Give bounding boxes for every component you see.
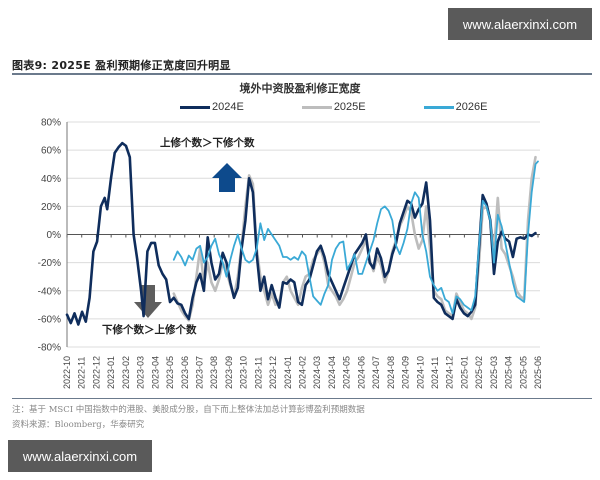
x-tick-label: 2022-10	[62, 356, 72, 389]
y-tick-label: -20%	[38, 258, 61, 269]
footer-divider	[12, 398, 592, 399]
gridlines	[67, 121, 540, 348]
x-tick-label: 2023-10	[239, 356, 249, 389]
y-tick-label: 0%	[47, 230, 62, 241]
arrow-up-icon	[212, 163, 242, 192]
x-tick-label: 2023-12	[268, 356, 278, 389]
x-tick-label: 2023-02	[121, 356, 131, 389]
legend-label-2025e: 2025E	[333, 101, 366, 113]
series-line-2026e	[172, 160, 539, 315]
x-tick-label: 2023-06	[180, 356, 190, 389]
x-tick-label: 2024-01	[283, 356, 293, 389]
x-tick-label: 2024-11	[430, 357, 440, 389]
legend: 2024E 2025E 2026E	[180, 101, 487, 113]
arrow-down-icon	[134, 285, 162, 318]
x-tick-label: 2023-11	[253, 357, 263, 389]
legend-swatch-2024e	[180, 105, 210, 109]
x-tick-label: 2022-12	[91, 356, 101, 389]
line-chart: 80%60%40%20%0%-20%-40%-60%-80% 2022-10 20…	[38, 118, 543, 390]
x-tick-label: 2023-03	[136, 356, 146, 389]
legend-item-2024e: 2024E	[180, 101, 244, 113]
figure-title: 图表9: 2025E 盈利预期修正宽度回升明显	[12, 59, 231, 72]
legend-item-2025e: 2025E	[301, 101, 366, 113]
series-lines	[65, 141, 539, 326]
x-tick-label: 2023-04	[150, 356, 160, 389]
watermark-bottom: www.alaerxinxi.com	[8, 440, 152, 472]
x-tick-label: 2024-04	[327, 356, 337, 389]
series-line-2024e	[65, 141, 537, 326]
y-tick-label: 20%	[41, 202, 61, 213]
x-tick-label: 2023-09	[224, 356, 234, 389]
watermark-top: www.alaerxinxi.com	[448, 8, 592, 40]
legend-swatch-2026e	[423, 105, 454, 109]
annotation-down: 下修个数＞上修个数	[102, 323, 197, 336]
x-tick-label: 2025-03	[489, 356, 499, 389]
x-tick-label: 2024-08	[386, 356, 396, 389]
x-tick-label: 2024-12	[445, 356, 455, 389]
legend-label-2026e: 2026E	[455, 101, 488, 113]
legend-swatch-2025e	[301, 105, 332, 109]
x-tick-label: 2022-11	[77, 357, 87, 389]
title-divider	[12, 73, 592, 75]
x-tick-label: 2024-09	[401, 356, 411, 389]
annotation-arrows	[134, 163, 242, 318]
x-axis: 2022-10 2022-11 2022-12 2023-01 2023-02 2023-…	[62, 234, 543, 389]
x-tick-label: 2024-06	[356, 356, 366, 389]
y-axis: 80% 60% 40% 20% 0% -20% -40% -60% -80%	[38, 118, 68, 354]
x-tick-label: 2025-01	[459, 356, 469, 389]
x-tick-label: 2025-02	[474, 356, 484, 389]
x-tick-label: 2023-07	[194, 356, 204, 389]
y-tick-label: -60%	[38, 314, 61, 325]
y-tick-label: 40%	[41, 174, 61, 185]
y-tick-label: 80%	[41, 118, 61, 129]
y-tick-label: 60%	[41, 146, 61, 157]
x-tick-label: 2023-01	[106, 356, 116, 389]
x-tick-label: 2024-05	[342, 356, 352, 389]
legend-item-2026e: 2026E	[423, 101, 488, 113]
x-tick-label: 2024-07	[371, 356, 381, 389]
y-tick-label: -80%	[38, 343, 61, 354]
y-tick-label: -40%	[38, 286, 61, 297]
x-tick-label: 2023-05	[165, 356, 175, 389]
x-tick-label: 2023-08	[209, 356, 219, 389]
figure-note: 注：基于 MSCI 中国指数中的港股、美股成分股，自下而上整体法加总计算彭博盈利…	[12, 405, 365, 415]
x-tick-label: 2024-03	[312, 356, 322, 389]
figure-source: 资料来源：Bloomberg，华泰研究	[12, 420, 145, 430]
x-tick-label: 2024-02	[298, 356, 308, 389]
x-tick-label: 2025-06	[533, 356, 543, 389]
x-tick-label: 2025-05	[518, 356, 528, 389]
chart-title: 境外中资股盈利修正宽度	[239, 82, 361, 95]
x-tick-label: 2024-10	[415, 356, 425, 389]
annotation-up: 上修个数＞下修个数	[160, 136, 255, 149]
legend-label-2024e: 2024E	[212, 101, 244, 113]
x-tick-label: 2025-04	[504, 356, 514, 389]
